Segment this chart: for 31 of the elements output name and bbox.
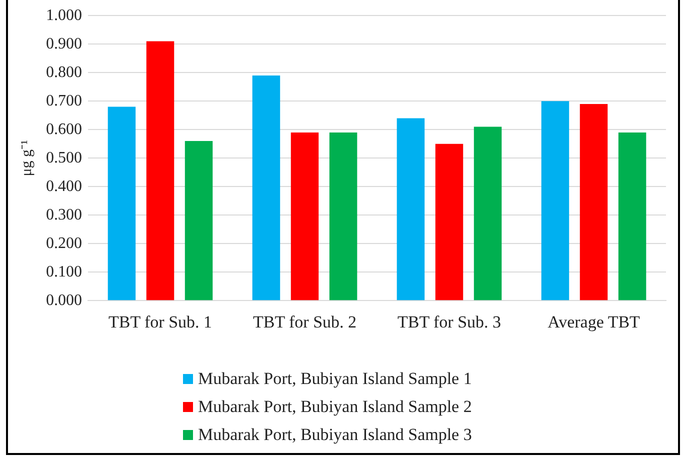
y-tick-label: 0.300 [46, 206, 82, 224]
bar [108, 106, 136, 300]
y-tick-label: 0.500 [46, 149, 82, 166]
bar [474, 126, 502, 300]
x-tick-label: TBT for Sub. 2 [252, 312, 357, 332]
y-tick-label: 0.000 [46, 292, 82, 309]
y-tick-label: 0.400 [46, 178, 82, 195]
bar [290, 132, 319, 300]
bar [329, 132, 358, 300]
y-tick-label: 0.100 [46, 263, 82, 280]
legend-label: Mubarak Port, Bubiyan Island Sample 1 [198, 369, 472, 389]
y-tick-label: 0.700 [46, 92, 82, 110]
y-axis-title: μg g⁻¹ [18, 140, 35, 176]
legend-label: Mubarak Port, Bubiyan Island Sample 2 [198, 397, 472, 417]
bar [435, 144, 464, 300]
x-tick-label: Average TBT [548, 312, 641, 332]
x-tick-label: TBT for Sub. 3 [397, 312, 502, 332]
bar [252, 75, 280, 300]
bar [580, 104, 608, 300]
y-tick-label: 0.200 [46, 234, 82, 252]
bar [146, 41, 174, 300]
y-tick-label: 0.600 [46, 120, 82, 138]
y-tick-label: 0.800 [46, 64, 82, 81]
bar [541, 101, 570, 300]
bar [396, 118, 425, 300]
x-tick-label: TBT for Sub. 1 [108, 312, 212, 332]
bar [184, 141, 213, 300]
bar [618, 132, 646, 300]
legend-label: Mubarak Port, Bubiyan Island Sample 3 [198, 425, 472, 445]
y-tick-label: 0.900 [46, 35, 82, 52]
y-tick-label: 1.000 [46, 6, 82, 24]
